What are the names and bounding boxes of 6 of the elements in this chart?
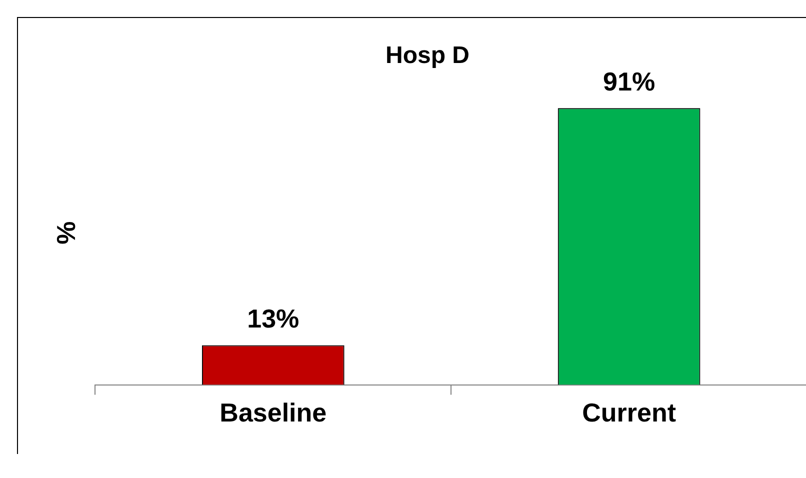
x-tick-label: Current [582,398,676,428]
y-axis-title: % [50,221,81,244]
data-label: 91% [603,66,656,96]
x-tick-label: Baseline [220,398,327,428]
chart-title: Hosp D [386,42,470,70]
data-label: 13% [247,303,300,334]
